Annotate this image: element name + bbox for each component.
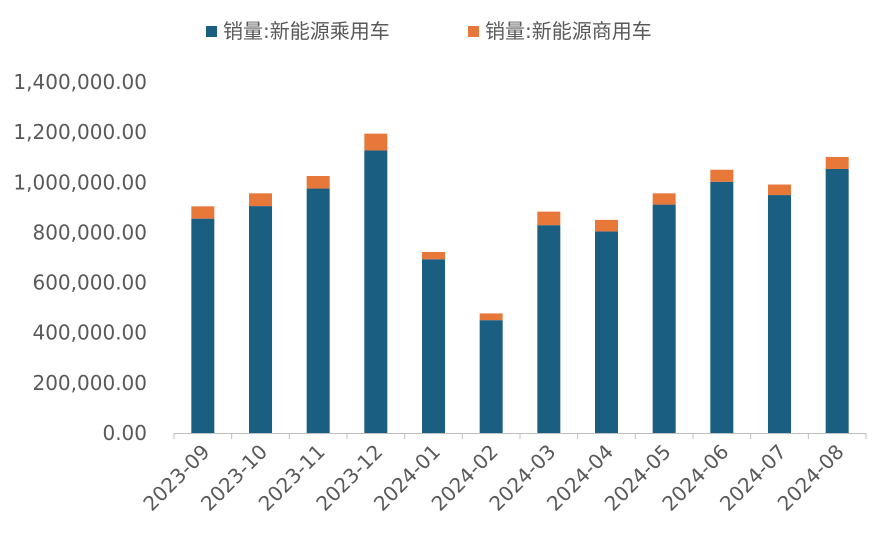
bar-segment-passenger <box>249 206 272 433</box>
bar-segment-passenger <box>825 169 849 433</box>
bar-segment-commercial <box>768 184 791 196</box>
y-tick-label: 600,000.00 <box>32 271 147 295</box>
bar-segment-passenger <box>422 259 445 433</box>
x-axis: 2023-092023-102023-112023-122024-012024-… <box>138 433 867 516</box>
bar-segment-commercial <box>595 219 618 232</box>
y-tick-label: 1,200,000.00 <box>13 120 147 144</box>
y-tick-label: 200,000.00 <box>32 371 147 395</box>
bar-segment-passenger <box>364 150 388 433</box>
y-tick-label: 1,400,000.00 <box>13 70 147 94</box>
y-axis: 0.00 200,000.00 400,000.00 600,000.00 800,00… <box>13 70 147 445</box>
bar-segment-commercial <box>825 156 849 169</box>
legend-swatch-1 <box>206 26 217 37</box>
bar-segment-passenger <box>710 181 734 433</box>
legend: 销量:新能源乘用车 销量:新能源商用车 <box>206 19 652 43</box>
y-tick-label: 400,000.00 <box>32 321 147 345</box>
bar-segment-passenger <box>306 188 330 433</box>
bar-segment-commercial <box>422 251 445 260</box>
legend-label-1: 销量:新能源乘用车 <box>223 19 390 43</box>
bar-segment-passenger <box>768 195 791 433</box>
bar-segment-commercial <box>652 193 676 205</box>
legend-label-2: 销量:新能源商用车 <box>485 19 652 43</box>
y-tick-label: 1,000,000.00 <box>13 170 147 194</box>
y-tick-label: 800,000.00 <box>32 220 147 244</box>
bar-segment-passenger <box>652 204 676 433</box>
bar-segment-passenger <box>191 218 215 433</box>
y-tick-label: 0.00 <box>102 421 147 445</box>
bar-segment-commercial <box>364 133 388 151</box>
bar-segment-commercial <box>249 193 272 207</box>
bar-segment-commercial <box>191 206 215 219</box>
bar-segment-commercial <box>710 169 734 182</box>
bar-segment-passenger <box>595 231 618 433</box>
bars <box>191 133 849 433</box>
legend-swatch-2 <box>468 26 479 37</box>
bar-segment-commercial <box>537 211 561 226</box>
bar-segment-passenger <box>537 225 561 433</box>
bar-segment-commercial <box>479 313 503 321</box>
bar-segment-passenger <box>479 320 503 433</box>
bar-segment-commercial <box>306 176 330 189</box>
